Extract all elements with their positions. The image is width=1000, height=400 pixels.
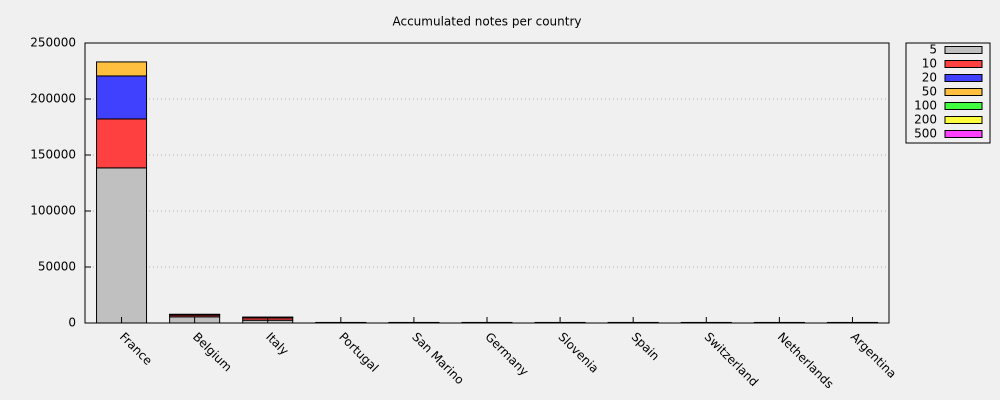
legend-swatch	[944, 74, 983, 82]
legend-label: 100	[914, 99, 937, 113]
legend-label: 50	[922, 85, 937, 99]
legend-label: 200	[914, 113, 937, 127]
legend-swatch	[944, 102, 983, 110]
legend-label: 5	[929, 43, 937, 57]
bar-segment	[96, 167, 148, 324]
legend-swatch	[944, 46, 983, 54]
y-tick-label: 0	[68, 316, 76, 330]
bar-segment	[96, 75, 148, 120]
legend-swatch	[944, 88, 983, 96]
y-tick-label: 50000	[38, 260, 76, 274]
y-tick-label: 100000	[30, 204, 76, 218]
legend-label: 500	[914, 127, 937, 141]
y-tick-label: 200000	[30, 92, 76, 106]
chart-title: Accumulated notes per country	[392, 15, 581, 29]
legend-label: 10	[922, 57, 937, 71]
legend-label: 20	[922, 71, 937, 85]
y-tick-label: 150000	[30, 148, 76, 162]
legend-swatch	[944, 130, 983, 138]
y-tick-label: 250000	[30, 36, 76, 50]
plot-border	[84, 42, 890, 324]
legend-swatch	[944, 116, 983, 124]
legend-swatch	[944, 60, 983, 68]
bar-segment	[96, 118, 148, 169]
bar-segment	[96, 61, 148, 77]
